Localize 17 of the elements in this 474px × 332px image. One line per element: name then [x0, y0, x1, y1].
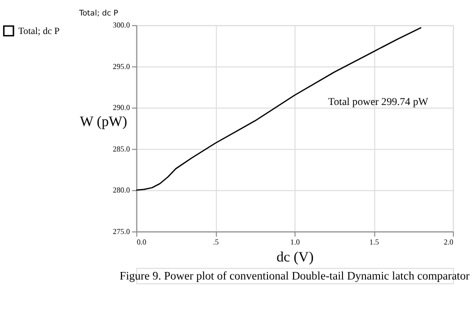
x-tick-label: 1.5: [369, 237, 380, 246]
y-tick-label: 280.0: [112, 186, 130, 195]
chart-title: Total; dc P: [78, 8, 118, 18]
legend-label: Total; dc P: [18, 26, 60, 37]
y-tick-label: 285.0: [112, 144, 130, 154]
y-tick-label: 275.0: [112, 226, 130, 236]
x-tick-label: 2.0: [444, 237, 454, 246]
y-axis-title: W (pW): [80, 114, 128, 130]
x-tick-label: 1.0: [290, 237, 300, 246]
y-tick-label: 290.0: [112, 103, 130, 112]
caption: Figure 9. Power plot of conventional Double-tail Dynamic latch comparator: [120, 270, 470, 282]
x-axis-title: dc (V): [276, 250, 314, 266]
y-tick-label: 300.0: [112, 20, 130, 30]
y-tick-label: 295.0: [112, 62, 130, 71]
x-tick-label: .5: [213, 237, 219, 246]
annotation: Total power 299.74 pW: [328, 96, 428, 108]
x-tick-label: 0.0: [136, 237, 146, 246]
